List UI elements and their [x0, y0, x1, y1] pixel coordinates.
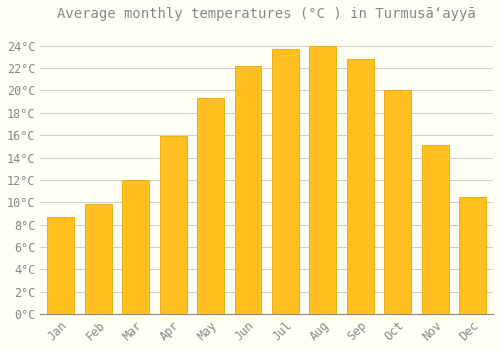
Bar	[160, 136, 186, 314]
Bar	[272, 49, 299, 314]
Bar	[48, 217, 74, 314]
Bar	[122, 180, 149, 314]
Bar	[384, 91, 411, 314]
Bar	[347, 59, 374, 314]
Title: Average monthly temperatures (°C ) in Turmusāʻayyā: Average monthly temperatures (°C ) in Tu…	[58, 7, 476, 21]
Bar	[85, 204, 112, 314]
Bar	[422, 145, 448, 314]
Bar	[234, 66, 262, 314]
Bar	[459, 197, 486, 314]
Bar	[310, 46, 336, 314]
Bar	[197, 98, 224, 314]
